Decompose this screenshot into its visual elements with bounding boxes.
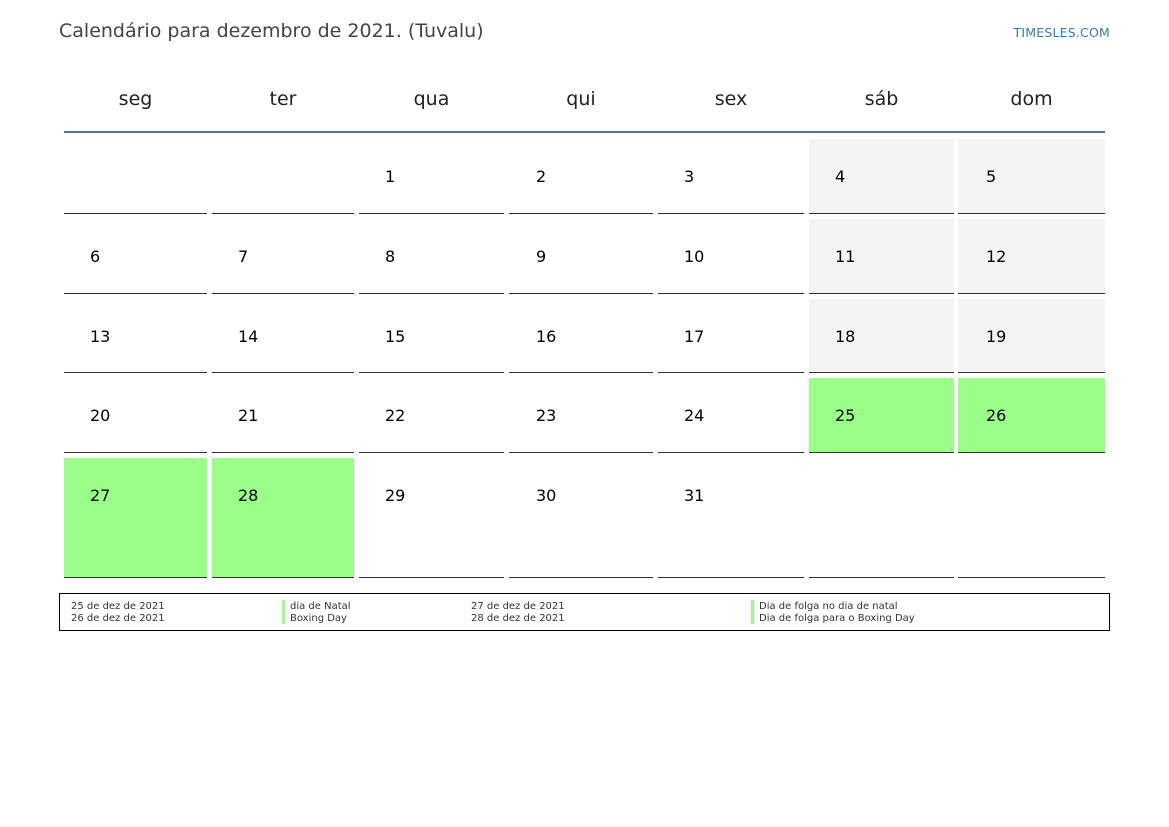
day-number: 17 <box>684 327 705 346</box>
day-cell: 21 <box>212 378 354 453</box>
day-number: 23 <box>536 406 557 425</box>
day-number: 19 <box>986 327 1007 346</box>
day-cell: 31 <box>658 458 804 578</box>
day-number: 26 <box>986 406 1007 425</box>
day-number: 28 <box>238 486 259 505</box>
day-cell: 28 <box>212 458 354 578</box>
day-number: 11 <box>835 247 856 266</box>
day-cell: 10 <box>658 219 804 294</box>
day-number: 29 <box>385 486 406 505</box>
day-number: 27 <box>90 486 111 505</box>
day-cell: 25 <box>809 378 954 453</box>
day-number: 4 <box>835 167 846 186</box>
empty-day-cell <box>64 139 207 214</box>
day-cell: 27 <box>64 458 207 578</box>
weekday-header-fri: sex <box>714 88 748 110</box>
day-cell: 1 <box>359 139 504 214</box>
day-cell: 9 <box>509 219 653 294</box>
legend-date: 26 de dez de 2021 <box>71 613 165 624</box>
day-number: 9 <box>536 247 547 266</box>
empty-day-cell <box>958 458 1105 578</box>
day-cell: 22 <box>359 378 504 453</box>
legend-holiday-name: Boxing Day <box>290 613 347 624</box>
day-cell: 15 <box>359 299 504 373</box>
day-number: 21 <box>238 406 259 425</box>
legend-color-marker <box>282 612 285 624</box>
day-cell: 2 <box>509 139 653 214</box>
legend-holiday-name: Dia de folga para o Boxing Day <box>759 613 915 624</box>
day-number: 7 <box>238 247 249 266</box>
day-number: 30 <box>536 486 557 505</box>
legend-color-marker <box>282 600 285 612</box>
day-number: 5 <box>986 167 997 186</box>
weekday-header-wed: qua <box>413 88 450 110</box>
legend-holiday-name: dia de Natal <box>290 601 351 612</box>
day-number: 25 <box>835 406 856 425</box>
weekday-header-tue: ter <box>269 88 297 110</box>
day-cell: 30 <box>509 458 653 578</box>
holiday-legend: 25 de dez de 2021 dia de Natal 26 de dez… <box>59 593 1110 631</box>
day-cell: 7 <box>212 219 354 294</box>
day-cell: 13 <box>64 299 207 373</box>
day-cell: 12 <box>958 219 1105 294</box>
day-number: 8 <box>385 247 396 266</box>
legend-date: 28 de dez de 2021 <box>471 613 565 624</box>
weekday-header-sun: dom <box>1010 88 1053 110</box>
day-cell: 17 <box>658 299 804 373</box>
day-number: 3 <box>684 167 695 186</box>
day-cell: 20 <box>64 378 207 453</box>
day-number: 18 <box>835 327 856 346</box>
day-cell: 8 <box>359 219 504 294</box>
day-cell: 16 <box>509 299 653 373</box>
weekday-header-thu: qui <box>566 88 596 110</box>
empty-day-cell <box>212 139 354 214</box>
day-cell: 6 <box>64 219 207 294</box>
legend-date: 25 de dez de 2021 <box>71 601 165 612</box>
legend-color-marker <box>751 600 754 612</box>
brand-link[interactable]: TIMESLES.COM <box>1013 25 1110 40</box>
day-cell: 19 <box>958 299 1105 373</box>
day-cell: 11 <box>809 219 954 294</box>
day-cell: 5 <box>958 139 1105 214</box>
day-cell: 24 <box>658 378 804 453</box>
day-number: 15 <box>385 327 406 346</box>
day-cell: 26 <box>958 378 1105 453</box>
day-cell: 4 <box>809 139 954 214</box>
day-number: 22 <box>385 406 406 425</box>
day-number: 10 <box>684 247 705 266</box>
legend-date: 27 de dez de 2021 <box>471 601 565 612</box>
day-number: 2 <box>536 167 547 186</box>
day-number: 12 <box>986 247 1007 266</box>
day-number: 24 <box>684 406 705 425</box>
day-number: 20 <box>90 406 111 425</box>
weekday-header-sat: sáb <box>864 88 899 110</box>
legend-color-marker <box>751 612 754 624</box>
day-cell: 3 <box>658 139 804 214</box>
page-title: Calendário para dezembro de 2021. (Tuval… <box>59 20 484 42</box>
day-number: 16 <box>536 327 557 346</box>
day-number: 31 <box>684 486 705 505</box>
legend-holiday-name: Dia de folga no dia de natal <box>759 601 898 612</box>
header-divider <box>64 131 1105 133</box>
day-cell: 29 <box>359 458 504 578</box>
empty-day-cell <box>809 458 954 578</box>
day-number: 14 <box>238 327 259 346</box>
day-cell: 14 <box>212 299 354 373</box>
day-number: 6 <box>90 247 101 266</box>
day-cell: 23 <box>509 378 653 453</box>
day-number: 13 <box>90 327 111 346</box>
weekday-header-mon: seg <box>118 88 153 110</box>
day-cell: 18 <box>809 299 954 373</box>
day-number: 1 <box>385 167 396 186</box>
